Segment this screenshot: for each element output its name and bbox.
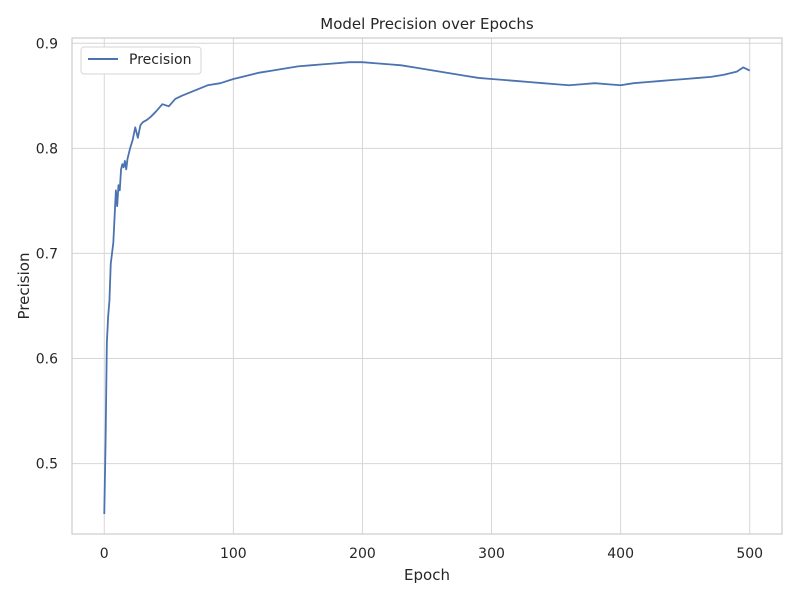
y-axis-ticks: 0.5 0.6 0.7 0.8 0.9: [36, 36, 58, 472]
y-axis-label: Precision: [15, 253, 33, 320]
chart-title: Model Precision over Epochs: [320, 15, 534, 33]
series-layer: [103, 61, 751, 515]
y-tick-label: 0.9: [36, 36, 58, 52]
x-tick-label: 300: [478, 546, 505, 562]
x-tick-label: 0: [100, 546, 109, 562]
x-tick-label: 400: [607, 546, 634, 562]
plot-border: [71, 37, 783, 535]
legend: Precision: [80, 46, 202, 75]
y-tick-label: 0.8: [36, 141, 58, 157]
y-tick-label: 0.7: [36, 246, 58, 262]
plot-area: [72, 38, 782, 534]
y-tick-label: 0.6: [36, 352, 58, 368]
legend-box: [80, 46, 202, 75]
x-tick-label: 100: [220, 546, 247, 562]
plot-frame: [71, 37, 783, 535]
x-axis-label: Epoch: [404, 566, 450, 584]
grid: [72, 38, 782, 534]
x-axis-ticks: 0 100 200 300 400 500: [100, 546, 763, 562]
legend-label-precision: Precision: [129, 52, 191, 68]
y-tick-label: 0.5: [36, 457, 58, 473]
x-tick-label: 500: [736, 546, 763, 562]
x-tick-label: 200: [349, 546, 376, 562]
series-line-precision: [103, 61, 751, 515]
